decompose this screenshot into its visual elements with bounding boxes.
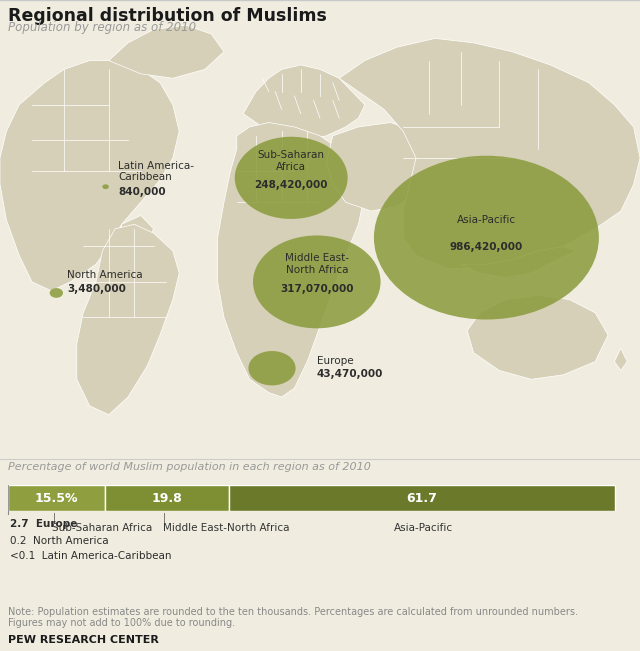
Text: PEW RESEARCH CENTER: PEW RESEARCH CENTER [8, 635, 159, 644]
Ellipse shape [102, 184, 109, 189]
Text: 61.7: 61.7 [406, 492, 437, 505]
Polygon shape [122, 215, 154, 247]
Polygon shape [461, 247, 576, 277]
Text: 248,420,000: 248,420,000 [255, 180, 328, 190]
Polygon shape [467, 295, 608, 380]
Ellipse shape [374, 156, 599, 320]
Text: 317,070,000: 317,070,000 [280, 284, 353, 294]
Text: Percentage of world Muslim population in each region as of 2010: Percentage of world Muslim population in… [8, 462, 371, 472]
Text: 19.8: 19.8 [151, 492, 182, 505]
Bar [228, 485, 615, 511]
Text: Population by region as of 2010: Population by region as of 2010 [8, 21, 196, 34]
Text: Sub-Saharan Africa: Sub-Saharan Africa [52, 523, 153, 533]
Text: North America: North America [67, 270, 143, 280]
Text: Note: Population estimates are rounded to the ten thousands. Percentages are cal: Note: Population estimates are rounded t… [8, 607, 578, 628]
Text: <0.1  Latin America-Caribbean: <0.1 Latin America-Caribbean [10, 551, 172, 561]
Text: 840,000: 840,000 [118, 187, 166, 197]
Bar [8, 485, 105, 511]
Polygon shape [218, 122, 365, 397]
Text: Regional distribution of Muslims: Regional distribution of Muslims [8, 7, 326, 25]
Text: Middle East-North Africa: Middle East-North Africa [163, 523, 289, 533]
Text: Middle East-
North Africa: Middle East- North Africa [285, 253, 349, 275]
Polygon shape [77, 225, 179, 415]
Text: 2.7  Europe: 2.7 Europe [10, 519, 77, 529]
Bar [105, 485, 228, 511]
Polygon shape [109, 25, 224, 78]
Polygon shape [0, 61, 179, 291]
Text: Asia-Pacific: Asia-Pacific [394, 523, 452, 533]
Text: Latin America-
Caribbean: Latin America- Caribbean [118, 161, 195, 182]
Text: 0.2  North America: 0.2 North America [10, 536, 109, 546]
Polygon shape [243, 65, 365, 140]
Ellipse shape [235, 137, 348, 219]
Text: 3,480,000: 3,480,000 [67, 284, 126, 294]
Ellipse shape [50, 288, 63, 298]
Polygon shape [326, 122, 429, 211]
Polygon shape [614, 348, 627, 370]
Text: Europe: Europe [317, 356, 353, 366]
Polygon shape [339, 38, 640, 269]
Ellipse shape [248, 351, 296, 385]
Ellipse shape [253, 236, 381, 328]
Text: |: | [163, 512, 166, 523]
Text: |: | [52, 512, 56, 523]
Text: Sub-Saharan
Africa: Sub-Saharan Africa [258, 150, 324, 172]
Text: Asia-Pacific: Asia-Pacific [457, 215, 516, 225]
Text: 43,470,000: 43,470,000 [317, 369, 383, 379]
Text: 15.5%: 15.5% [35, 492, 78, 505]
Text: 986,420,000: 986,420,000 [450, 242, 523, 252]
